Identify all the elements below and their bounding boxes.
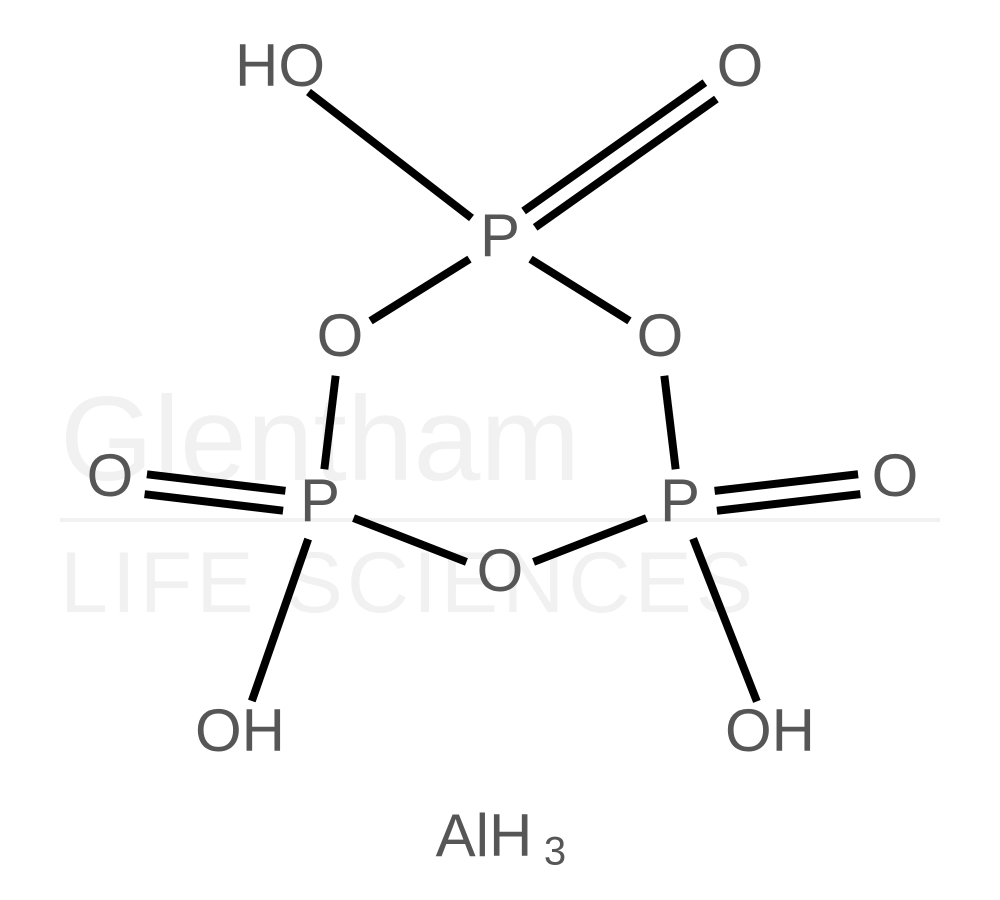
- atom-label-OH_BL: OH: [195, 697, 285, 764]
- bond-single: [693, 539, 757, 702]
- bond-single: [371, 259, 470, 321]
- atom-label-O_ring_R: O: [637, 302, 684, 369]
- bond-single: [354, 518, 467, 562]
- atom-label-P_left: P: [300, 467, 340, 534]
- bond-double: [524, 83, 705, 211]
- bond-double: [715, 474, 858, 491]
- bond-single: [664, 376, 675, 470]
- atom-label-P_right: P: [660, 467, 700, 534]
- atom-label-O_dbl_L: O: [87, 442, 134, 509]
- bond-single: [534, 518, 647, 562]
- bond-double: [717, 494, 860, 511]
- atom-label-O_ring_L: O: [317, 302, 364, 369]
- bond-double: [147, 474, 286, 490]
- atom-label-OH_BR: OH: [725, 697, 815, 764]
- bond-single: [252, 539, 308, 701]
- molecule-diagram: P O O P P O O HO O O OH OH AlH3: [0, 0, 1000, 900]
- atom-label-O_dbl_TR: O: [717, 32, 764, 99]
- bond-single: [531, 259, 630, 321]
- bond-single: [308, 92, 471, 218]
- atom-label-O_dbl_R: O: [872, 442, 919, 509]
- fragment-alh3: AlH: [436, 802, 533, 869]
- atom-label-P_top: P: [480, 202, 520, 269]
- bond-double: [535, 99, 716, 227]
- fragment-alh3-sub: 3: [544, 830, 566, 874]
- bond-double: [145, 494, 284, 510]
- atom-label-O_ring_B: O: [477, 537, 524, 604]
- atom-label-OH_TL: HO: [235, 32, 325, 99]
- bond-single: [324, 376, 335, 470]
